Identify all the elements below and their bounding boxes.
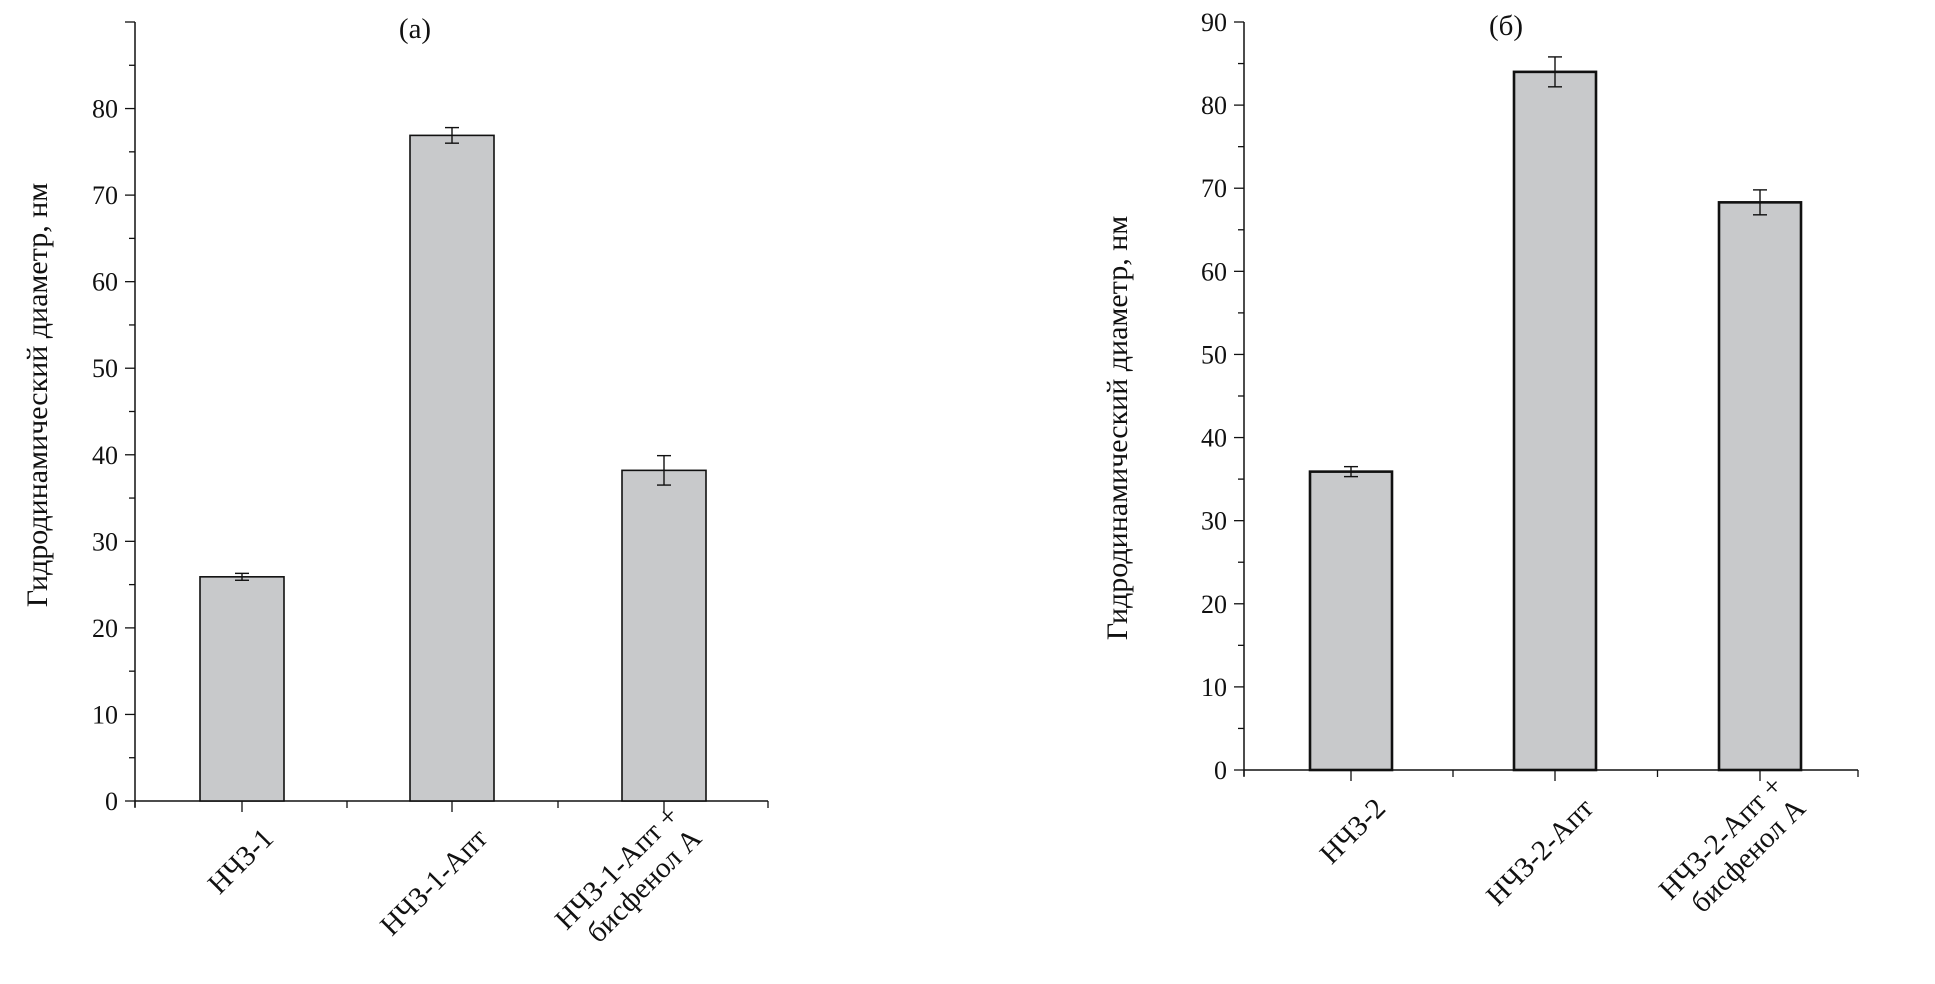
y-axis-label: Гидродинамический диаметр, нм [1101, 216, 1134, 640]
y-tick-label: 10 [92, 700, 118, 729]
x-category-label: НЧЗ-1-Апт [374, 822, 494, 942]
bar [1717, 201, 1803, 772]
y-tick-label: 90 [1201, 8, 1227, 37]
y-tick-label: 50 [92, 354, 118, 383]
y-tick-label: 50 [1201, 340, 1227, 369]
bar [199, 576, 285, 802]
y-tick-label: 80 [1201, 91, 1227, 120]
chart-panel-2: (б) Гидродинамический диаметр, нм 0 10 20 30 4… [1101, 8, 1859, 929]
bar [621, 469, 707, 802]
y-tick-label: 30 [92, 527, 118, 556]
chart-panel-1: (а) Гидродинамический диаметр, нм 0 10 20 30 4… [21, 13, 769, 959]
x-category-label: НЧЗ-2 [1314, 792, 1392, 870]
x-category-label-line: НЧЗ-2 [1314, 792, 1392, 870]
panel-label: (б) [1489, 10, 1523, 42]
y-tick-label: 20 [1201, 590, 1227, 619]
y-tick-label: 40 [1201, 424, 1227, 453]
panel-label: (а) [399, 13, 431, 45]
y-tick-label: 0 [1214, 756, 1227, 785]
x-category-label-line: НЧЗ-1 [202, 822, 280, 900]
y-tick-label: 80 [92, 95, 118, 124]
x-category-label: НЧЗ-2-Апт +бисфенол А [1653, 770, 1812, 929]
x-category-label-line: НЧЗ-1-Апт [374, 822, 494, 942]
bar [1512, 70, 1598, 772]
bar [1308, 470, 1394, 772]
x-category-label: НЧЗ-1-Апт +бисфенол А [549, 800, 708, 959]
y-tick-label: 20 [92, 614, 118, 643]
x-category-label: НЧЗ-1 [202, 822, 280, 900]
x-category-label: НЧЗ-2-Апт [1480, 792, 1600, 912]
y-tick-label: 30 [1201, 507, 1227, 536]
bar [409, 134, 495, 802]
y-tick-label: 40 [92, 441, 118, 470]
x-category-label-line: НЧЗ-2-Апт [1480, 792, 1600, 912]
y-axis-label: Гидродинамический диаметр, нм [21, 183, 54, 607]
y-tick-label: 60 [1201, 257, 1227, 286]
y-tick-label: 70 [1201, 174, 1227, 203]
y-tick-label: 60 [92, 268, 118, 297]
y-tick-label: 0 [105, 787, 118, 816]
y-tick-label: 70 [92, 181, 118, 210]
y-tick-label: 10 [1201, 673, 1227, 702]
